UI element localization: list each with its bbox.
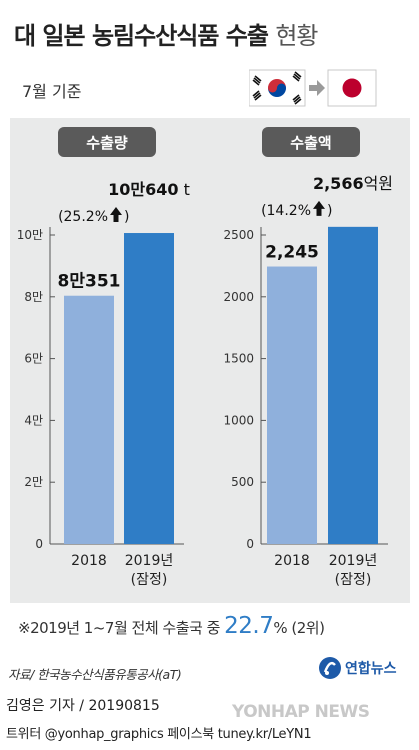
- y-tick-label: 2만: [24, 475, 43, 489]
- y-tick-label: 2000: [223, 290, 254, 304]
- source-text: 자료/ 한국농수산식품유통공사(aT): [8, 667, 182, 682]
- y-tick-label: 4만: [24, 413, 43, 427]
- chart-1: 수출액050010001500200025002,24520182,566억원2…: [223, 127, 393, 588]
- change-label-close: ): [124, 209, 129, 225]
- note-prefix: ※2019년 1~7월 전체 수출국 중: [18, 619, 225, 637]
- chart-title-pill: [58, 127, 156, 157]
- value-unit: 억원: [364, 174, 393, 193]
- contact-line: 트위터 @yonhap_graphics 페이스북 tuney.kr/LeYN1: [6, 727, 312, 742]
- change-label: (25.2%: [58, 209, 108, 225]
- right-arrow-icon: [309, 80, 325, 96]
- title-light: 현황: [275, 22, 318, 50]
- bar-2019년: [328, 226, 378, 544]
- value-label: 8만351: [58, 272, 121, 292]
- byline: 김영은 기자 / 20190815: [6, 698, 160, 714]
- title-main: 대 일본 농림수산식품 수출: [14, 22, 269, 50]
- x-category-sublabel: (잠정): [131, 572, 168, 588]
- flags-group: [249, 69, 377, 107]
- chart-title: 대 일본 농림수산식품 수출 현황: [14, 16, 318, 51]
- bar-2019년: [124, 233, 174, 544]
- y-tick-label: 10만: [17, 228, 43, 242]
- value-label: 2,566억원: [313, 174, 393, 193]
- chart-title-pill: [262, 127, 360, 157]
- value-number: 10만640: [108, 180, 178, 199]
- yonhap-logo-icon: [319, 657, 341, 679]
- footnote: ※2019년 1~7월 전체 수출국 중 22.7% (2위): [18, 613, 325, 639]
- change-label: (14.2%: [261, 203, 311, 219]
- x-category-label: 2019년: [329, 553, 378, 569]
- bar-2018: [64, 295, 114, 544]
- value-unit: t: [179, 180, 190, 199]
- note-suffix: % (2위): [273, 619, 325, 637]
- south-korea-flag-icon: [249, 69, 306, 107]
- y-tick-label: 2500: [223, 228, 254, 242]
- y-tick-label: 500: [231, 475, 254, 489]
- y-tick-label: 1000: [223, 413, 254, 427]
- value-label: 10만640 t: [108, 180, 190, 199]
- watermark: YONHAP NEWS: [232, 702, 370, 722]
- value-label: 2,245: [265, 243, 319, 263]
- note-highlight: 22.7: [224, 613, 274, 639]
- value-number: 8만351: [58, 272, 121, 292]
- chart-0: 수출량 0 2만 4만 6만 8만 10만 8만351 2018 10만640 t 2019년 (잠정…: [17, 127, 190, 588]
- up-arrow-icon: [110, 207, 122, 223]
- japan-flag-icon: [327, 69, 377, 107]
- chart-subtitle: 7월 기준: [22, 82, 82, 101]
- chart-title: 수출량: [86, 134, 128, 152]
- y-tick-label: 8만: [24, 290, 43, 304]
- value-number: 2,566: [313, 174, 364, 193]
- bar-2018: [267, 266, 317, 544]
- value-number: 2,245: [265, 243, 319, 263]
- up-arrow-icon: [313, 200, 325, 216]
- y-tick-label: 0: [246, 537, 254, 551]
- change-label-close: ): [327, 203, 332, 219]
- chart-svg: 수출량 0 2만 4만 6만 8만 10만 8만351 2018 10만640 t 2019년 (잠정…: [17, 127, 393, 588]
- x-category-label: 2018: [71, 553, 107, 569]
- x-category-label: 2019년: [125, 553, 174, 569]
- logo-text: 연합뉴스: [345, 661, 397, 677]
- yonhap-logo: 연합뉴스: [318, 656, 397, 680]
- x-category-label: 2018: [274, 553, 310, 569]
- chart-title: 수출액: [290, 134, 331, 152]
- y-tick-label: 1500: [223, 352, 254, 366]
- y-tick-label: 6만: [24, 352, 43, 366]
- chart-panel: 수출량 0 2만 4만 6만 8만 10만 8만351 2018 10만640 t 2019년 (잠정…: [10, 118, 410, 603]
- x-category-sublabel: (잠정): [335, 572, 372, 588]
- y-tick-label: 0: [35, 537, 43, 551]
